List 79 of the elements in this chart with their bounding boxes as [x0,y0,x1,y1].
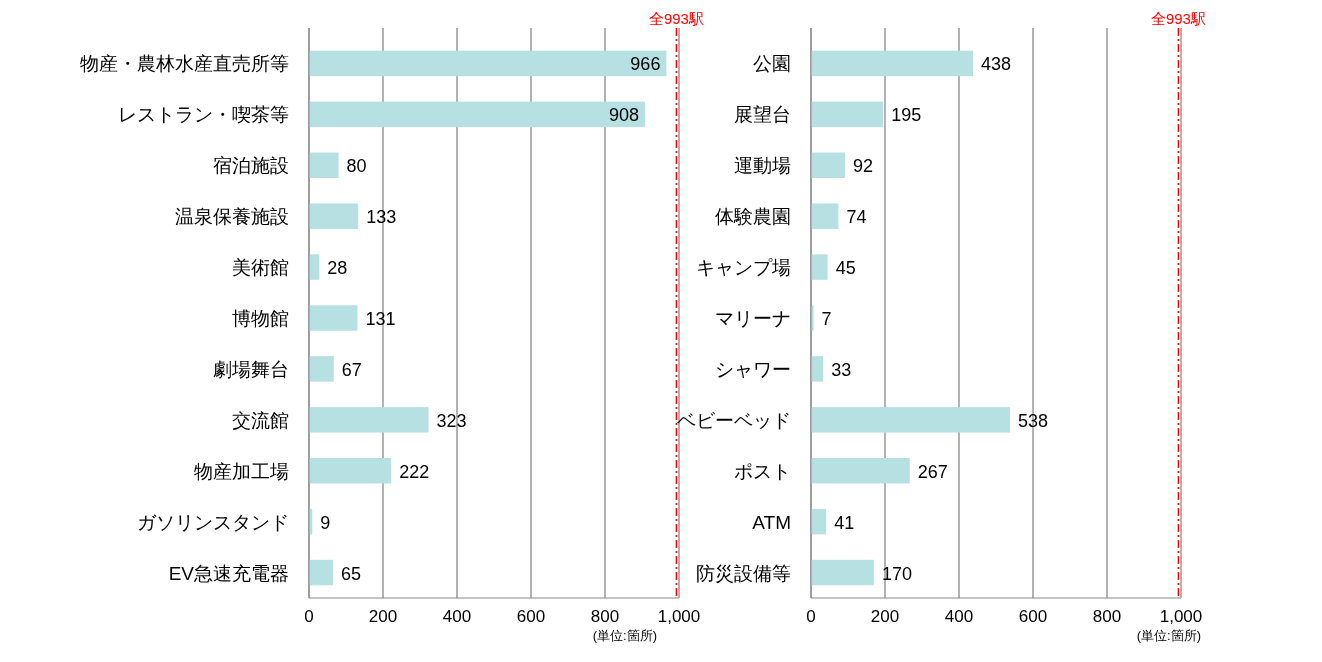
bar [309,407,429,433]
data-label: 133 [366,207,397,228]
y-tick-label: キャンプ場 [696,257,791,279]
y-tick-label: 公園 [753,53,791,75]
y-tick-label: シャワー [715,358,791,380]
bar [811,356,824,382]
y-tick-label: 宿泊施設 [213,155,289,177]
bar [309,101,645,128]
data-label: 222 [399,461,430,482]
bar [309,458,392,484]
y-tick-label: 交流館 [232,409,289,431]
bar [811,407,1011,433]
data-label: 33 [831,359,852,380]
data-label: 170 [881,563,912,584]
x-tick-label: 0 [304,607,314,626]
bar [811,559,874,586]
data-label: 195 [891,105,922,126]
y-tick-label: レストラン・喫茶等 [118,104,289,126]
y-tick-label: 劇場舞台 [213,358,289,380]
y-tick-label: 物産・農林水産直売所等 [80,53,289,75]
data-label: 28 [327,258,348,279]
bar [811,203,839,229]
y-tick-label: 防災設備等 [696,562,791,584]
x-tick-label: 1,000 [657,607,701,626]
x-tick-label: 0 [806,607,816,626]
x-tick-label: 400 [944,607,974,626]
y-tick-label: 体験農園 [715,206,791,228]
bar [309,152,339,178]
y-tick-label: ATM [752,511,791,533]
data-label: 45 [835,258,856,279]
text: (単位:箇所) [1136,628,1201,643]
data-label: 65 [341,563,362,584]
x-tick-label: 600 [516,607,546,626]
data-label: 74 [846,207,867,228]
data-label: 92 [853,156,874,177]
bar [309,559,334,586]
x-tick-label: 400 [442,607,472,626]
ref-line-label: 全993駅 [1150,10,1206,27]
data-label: 67 [341,359,362,380]
y-tick-label: マリーナ [715,308,791,329]
bar [811,458,910,484]
y-tick-label: 運動場 [734,155,791,177]
bar [811,50,974,77]
y-tick-label: EV急速充電器 [168,562,289,584]
y-tick-label: 美術館 [232,257,289,279]
x-tick-label: 600 [1018,607,1048,626]
ref-line-label: 全993駅 [648,10,704,27]
bar [309,203,359,229]
data-label: 267 [917,461,948,482]
y-tick-label: 展望台 [734,104,791,126]
data-label: 538 [1018,410,1049,431]
bar [811,254,828,280]
y-tick-label: 物産加工場 [194,460,289,482]
x-tick-label: 800 [590,607,620,626]
data-label: 131 [365,309,396,329]
bar [309,50,667,77]
y-tick-label: ポスト [734,460,791,482]
text: (単位:箇所) [592,628,657,643]
y-tick-label: 温泉保養施設 [175,206,289,228]
x-tick-label: 200 [870,607,900,626]
bar [309,305,358,331]
data-label: 9 [320,512,331,533]
data-label: 7 [821,309,832,329]
bar [309,356,334,382]
data-label: 323 [436,410,467,431]
y-tick-label: 博物館 [232,308,289,329]
data-label: 908 [608,105,639,126]
bar [811,101,884,128]
y-tick-label: ガソリンスタンド [137,511,289,533]
data-label: 80 [346,156,367,177]
bar [811,152,846,178]
data-label: 438 [981,54,1012,75]
data-label: 966 [630,54,661,75]
x-tick-label: 800 [1092,607,1122,626]
data-label: 41 [834,512,855,533]
x-tick-label: 1,000 [1159,607,1203,626]
x-tick-label: 200 [368,607,398,626]
y-tick-label: ベビーベッド [677,409,791,431]
bar [811,508,827,535]
